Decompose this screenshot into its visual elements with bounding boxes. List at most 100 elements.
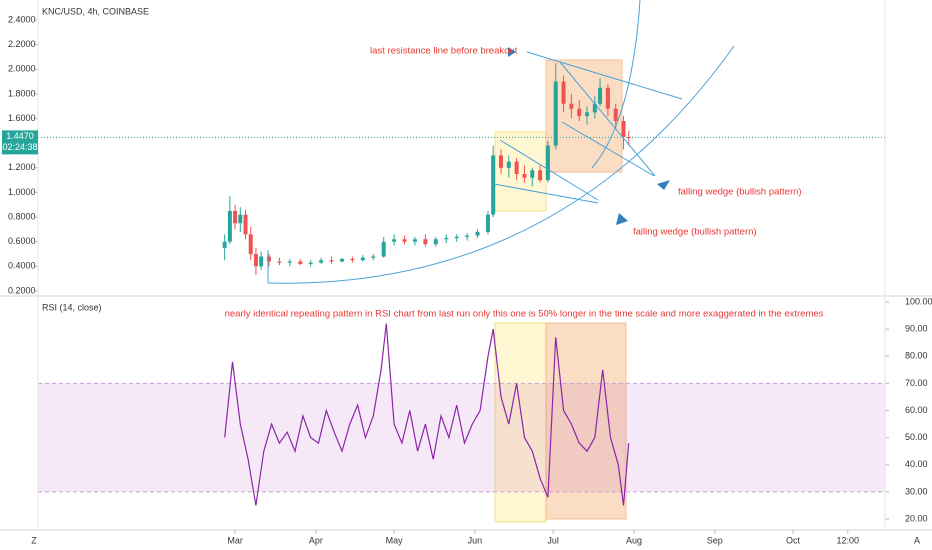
candle-body [561, 81, 566, 104]
y-tick-label: 60.00 [905, 405, 928, 415]
y-tick-label: 80.00 [905, 351, 928, 361]
highlight-box [545, 322, 627, 520]
candle-body [319, 260, 324, 263]
trend-line [493, 183, 599, 204]
candle-body [287, 261, 292, 263]
arrow [657, 180, 670, 190]
x-tick-label: Mar [227, 535, 243, 545]
candle-body [266, 256, 271, 262]
trend-curve [591, 0, 641, 169]
candle-body [402, 239, 407, 242]
toolbar-button[interactable]: A [914, 535, 920, 545]
x-tick-label: Apr [309, 535, 323, 545]
y-tick-label: 100.00 [905, 296, 932, 306]
candle-body [491, 155, 496, 215]
candle-body [433, 239, 438, 245]
candle-body [465, 235, 470, 237]
candle-body [350, 258, 355, 261]
y-tick-label: 50.00 [905, 432, 928, 442]
y-tick-label: 1.8000 [8, 88, 36, 98]
y-tick-label: 1.6000 [8, 113, 36, 123]
price-badge [2, 130, 38, 155]
candle-body [412, 239, 417, 242]
y-tick-label: 40.00 [905, 459, 928, 469]
candle-body [569, 103, 574, 109]
candle-body [585, 112, 590, 117]
candle-body [298, 261, 303, 264]
annotation: falling wedge (bullish pattern) [633, 227, 757, 238]
candle-body [277, 261, 282, 263]
annotation: last resistance line before breakout [370, 46, 518, 57]
trend-curve [267, 45, 735, 284]
candle-body [233, 210, 238, 224]
candle-body [530, 170, 535, 178]
candle-body [454, 236, 459, 239]
y-tick-label: 0.6000 [8, 236, 36, 246]
x-tick-label: Jun [468, 535, 483, 545]
candle-body [381, 241, 386, 257]
x-tick-label: May [386, 535, 404, 545]
candle-body [371, 256, 376, 258]
candle-body [506, 161, 511, 168]
candle-body [222, 241, 227, 248]
highlight-box [545, 59, 623, 173]
candle-body [545, 145, 550, 181]
y-tick-label: 1.2000 [8, 162, 36, 172]
y-tick-label: 1.0000 [8, 187, 36, 197]
candle-body [475, 231, 480, 236]
candle-body [598, 87, 603, 104]
candle-body [329, 260, 334, 262]
y-tick-label: 70.00 [905, 378, 928, 388]
x-tick-label: Sep [707, 535, 723, 545]
x-tick-label: Oct [786, 535, 801, 545]
candle-body [485, 214, 490, 232]
rsi-line [224, 323, 630, 506]
y-tick-label: 2.2000 [8, 39, 36, 49]
y-tick-label: 2.4000 [8, 14, 36, 24]
y-tick-label: 90.00 [905, 324, 928, 334]
price-label: 1.4470 [6, 131, 34, 141]
candle-body [423, 239, 428, 245]
trend-line [499, 139, 599, 201]
candle-body [592, 103, 597, 113]
candle-body [227, 210, 232, 242]
trend-line [561, 121, 655, 177]
arrow [616, 213, 628, 225]
y-tick-label: 2.0000 [8, 64, 36, 74]
rsi-band [38, 383, 885, 492]
candle-body [605, 87, 610, 109]
arrow [508, 47, 516, 57]
candle-body [522, 173, 527, 178]
y-tick-label: 0.2000 [8, 285, 36, 295]
chart-title: KNC/USD, 4h, COINBASE [42, 6, 149, 16]
x-tick-label: 12:00 [836, 535, 859, 545]
toolbar-button[interactable]: Z [31, 535, 37, 545]
candle-body [538, 170, 543, 181]
candle-body [259, 256, 264, 267]
candle-body [577, 108, 582, 117]
annotation: falling wedge (bullish pattern) [678, 187, 802, 198]
trend-line [526, 51, 683, 100]
marks [35, 19, 889, 534]
candle-body [238, 214, 243, 224]
y-tick-label: 0.4000 [8, 261, 36, 271]
y-tick-label: 20.00 [905, 513, 928, 523]
candle-body [621, 121, 626, 138]
candle-body [444, 238, 449, 240]
candle-body [392, 239, 397, 242]
candle-body [308, 262, 313, 264]
highlight-box [494, 322, 547, 523]
y-tick-label: 0.8000 [8, 211, 36, 221]
x-tick-label: Jul [547, 535, 559, 545]
candle-body [253, 254, 258, 267]
candle-body [626, 137, 631, 139]
trend-line [559, 61, 656, 177]
highlight-box [494, 131, 547, 212]
candle-body [514, 161, 519, 174]
candle-body [360, 257, 365, 261]
countdown: 02:24:38 [2, 142, 37, 152]
candle-body [613, 108, 618, 122]
candle-body [248, 234, 253, 255]
